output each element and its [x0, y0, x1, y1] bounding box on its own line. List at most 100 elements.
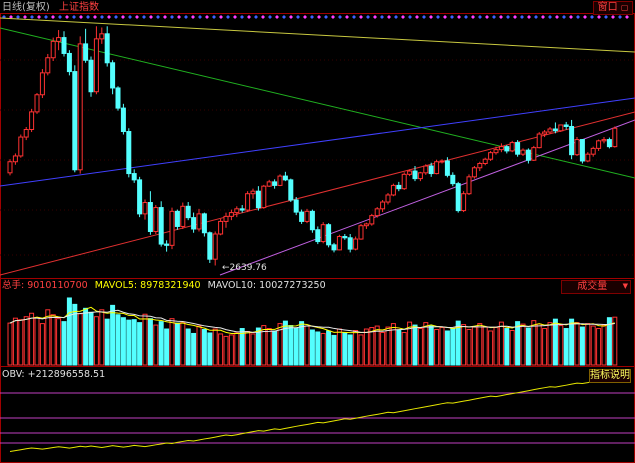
date-marker-icon: [240, 15, 244, 19]
date-marker-icon: [212, 15, 216, 19]
volume-bar: [66, 297, 72, 366]
candle-body: [191, 217, 197, 230]
candle-body: [504, 146, 510, 152]
volume-bar: [7, 322, 13, 366]
candle-body: [315, 229, 321, 243]
candle-body: [147, 202, 153, 232]
candle-body: [417, 172, 423, 180]
volume-bar: [180, 322, 186, 366]
volume-bar: [45, 309, 51, 366]
candle-body: [153, 207, 159, 232]
volume-bar: [228, 334, 234, 366]
candle-body: [579, 139, 585, 162]
volume-bar: [315, 331, 321, 366]
date-marker-icon: [177, 15, 181, 19]
date-marker-icon: [457, 15, 461, 19]
date-marker-icon: [541, 15, 545, 19]
date-marker-icon: [198, 15, 202, 19]
indicator-select-label: 成交量: [577, 281, 608, 292]
candle-body: [174, 210, 180, 227]
candle-body: [450, 174, 456, 185]
volume-bar: [99, 309, 105, 366]
volume-bar: [390, 323, 396, 366]
candle-body: [547, 128, 553, 133]
volume-bar: [358, 334, 364, 366]
date-marker-icon: [114, 15, 118, 19]
candle-body: [590, 147, 596, 155]
candle-body: [88, 59, 94, 93]
volume-bar: [596, 328, 602, 366]
volume-bar: [461, 324, 467, 366]
volume-bar: [282, 320, 288, 366]
volume-bar: [471, 326, 477, 366]
indicator-help-button[interactable]: 指标说明: [589, 369, 631, 383]
volume-bar: [93, 316, 99, 366]
date-marker-icon: [422, 15, 426, 19]
volume-bar: [401, 331, 407, 366]
volume-bar: [255, 327, 261, 366]
candle-body: [466, 176, 472, 195]
candle-body: [331, 244, 337, 251]
candle-body: [401, 173, 407, 190]
date-marker-icon: [184, 15, 188, 19]
date-marker-icon: [37, 15, 41, 19]
period-label[interactable]: 日线(复权): [2, 2, 50, 13]
candle-body: [374, 208, 380, 217]
volume-bar: [277, 323, 283, 366]
date-marker-icon: [324, 15, 328, 19]
candle-body: [228, 212, 234, 217]
date-marker-icon: [331, 15, 335, 19]
low-arrow-icon: ←: [222, 263, 230, 273]
date-marker-icon: [261, 15, 265, 19]
window-button-label: 窗口: [597, 2, 618, 13]
date-marker-icon: [562, 15, 566, 19]
candle-body: [120, 107, 126, 133]
candle-body: [326, 224, 332, 246]
date-marker-icon: [163, 15, 167, 19]
candle-body: [255, 190, 261, 209]
candle-body: [131, 173, 137, 181]
candle-body: [612, 127, 618, 148]
volume-bar: [201, 329, 207, 366]
volume-bar: [542, 328, 548, 366]
volume-bar: [347, 334, 353, 366]
volume-bar: [88, 311, 94, 366]
date-marker-icon: [72, 15, 76, 19]
date-marker-icon: [590, 15, 594, 19]
index-name-label[interactable]: 上证指数: [59, 2, 99, 13]
date-marker-icon: [597, 15, 601, 19]
candle-body: [558, 124, 564, 132]
volume-bar: [380, 331, 386, 366]
low-price-label: 2639.76: [229, 263, 267, 273]
date-marker-icon: [345, 15, 349, 19]
window-toggle-button[interactable]: 窗口 ▢: [593, 1, 633, 15]
date-marker-icon: [408, 15, 412, 19]
date-marker-icon: [604, 15, 608, 19]
volume-bar: [56, 318, 62, 366]
date-marker-icon: [450, 15, 454, 19]
candle-body: [12, 155, 18, 163]
volume-bar: [110, 304, 116, 366]
date-marker-icon: [289, 15, 293, 19]
volume-bar: [579, 326, 585, 366]
date-marker-icon: [282, 15, 286, 19]
volume-bar: [320, 332, 326, 366]
indicator-select[interactable]: 成交量 ▼: [561, 280, 631, 294]
volume-bar: [509, 330, 515, 366]
candle-body: [218, 220, 224, 235]
date-marker-icon: [100, 15, 104, 19]
candle-body: [137, 179, 143, 215]
candle-body: [390, 184, 396, 196]
candle-body: [606, 139, 612, 148]
volume-bar: [423, 322, 429, 366]
date-marker-icon: [611, 15, 615, 19]
candle-body: [293, 199, 299, 213]
candle-body: [56, 37, 62, 42]
candle-body: [358, 225, 364, 240]
candle-body: [477, 162, 483, 169]
volume-bar: [477, 323, 483, 366]
candle-body: [7, 161, 13, 174]
volume-bar: [374, 325, 380, 366]
